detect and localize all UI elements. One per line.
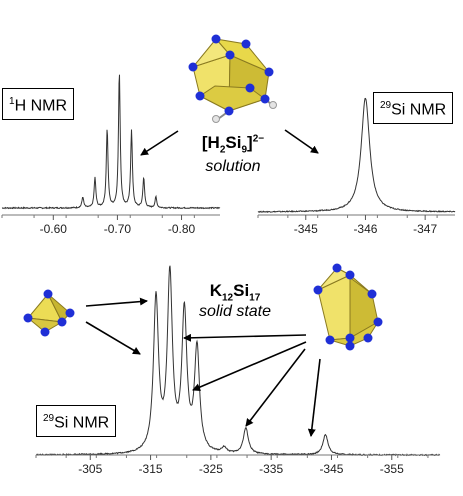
si-solid-spectrum: -305 -315 -325 -335 -345 -355 (35, 265, 441, 476)
x-axis-tick-label: -0.60 (40, 222, 68, 236)
solution-formula: [H2Si9]2− (178, 133, 288, 155)
x-axis-tick-label: -346 (353, 222, 377, 236)
si-solution-spectrum: -345 -346 -347 (257, 97, 456, 236)
si-solid-label-box: 29Si NMR (36, 405, 117, 438)
arrow-to-h-nmr (140, 130, 179, 156)
x-axis-tick-label: -355 (380, 462, 404, 476)
arrow-cluster-to-peak-6 (307, 358, 321, 437)
si-solution-label-text: Si NMR (391, 101, 447, 119)
solid-formula-sub1: 12 (221, 292, 234, 304)
si-solid-label-text: Si NMR (54, 414, 110, 432)
x-axis-tick-label: -0.70 (104, 222, 132, 236)
arrow-tetra-to-peak-2 (85, 321, 141, 355)
x-axis-tick-label: -0.80 (168, 222, 196, 236)
solution-formula-sub1: 2 (219, 144, 226, 156)
solution-formula-charge: 2− (252, 133, 265, 145)
arrows (85, 129, 321, 437)
arrow-tetra-to-peak-1 (85, 297, 148, 307)
h-nmr-label-text: H NMR (14, 97, 67, 115)
solution-formula-si: Si (225, 133, 242, 152)
solid-formula-sub2: 17 (249, 292, 261, 304)
x-axis-tick-label: -345 (319, 462, 343, 476)
si-solution-label-box: 29Si NMR (373, 92, 454, 125)
spectrum-trace (257, 97, 456, 213)
x-axis-tick-label: -345 (294, 222, 318, 236)
h2si9-cluster-icon (188, 34, 277, 123)
solution-state-label: solution (205, 158, 261, 175)
solution-formula-open: [H (201, 133, 220, 152)
x-axis-tick-label: -335 (259, 462, 283, 476)
x-axis-tick-label: -347 (413, 222, 437, 236)
arrow-cluster-to-peak-3 (183, 333, 307, 342)
solution-formula-close: ] (247, 133, 253, 152)
h-nmr-label-superscript: 1 (9, 96, 15, 107)
si-solution-label-superscript: 29 (380, 100, 392, 111)
solid-formula-k: K (209, 281, 222, 300)
arrow-to-si-nmr (284, 129, 319, 154)
solution-formula-sub2: 9 (241, 144, 248, 156)
arrow-cluster-to-peak-4 (192, 341, 307, 391)
h-nmr-label-box: 1H NMR (2, 88, 74, 121)
x-axis-tick-label: -315 (139, 462, 163, 476)
si-solid-label-superscript: 29 (43, 413, 55, 424)
h-nmr-spectrum: -0.60 -0.70 -0.80 (1, 74, 221, 236)
x-axis-tick-label: -325 (199, 462, 223, 476)
x-axis-tick-label: -305 (78, 462, 102, 476)
arrow-cluster-to-peak-5 (245, 348, 306, 427)
solid-state-label: solid state (198, 303, 272, 320)
si4-tetrahedron-icon (23, 289, 75, 337)
solid-formula: K12Si17 (190, 281, 280, 303)
si9-cluster-icon (313, 263, 383, 351)
spectrum-trace (1, 74, 221, 210)
solid-formula-si: Si (233, 281, 250, 300)
